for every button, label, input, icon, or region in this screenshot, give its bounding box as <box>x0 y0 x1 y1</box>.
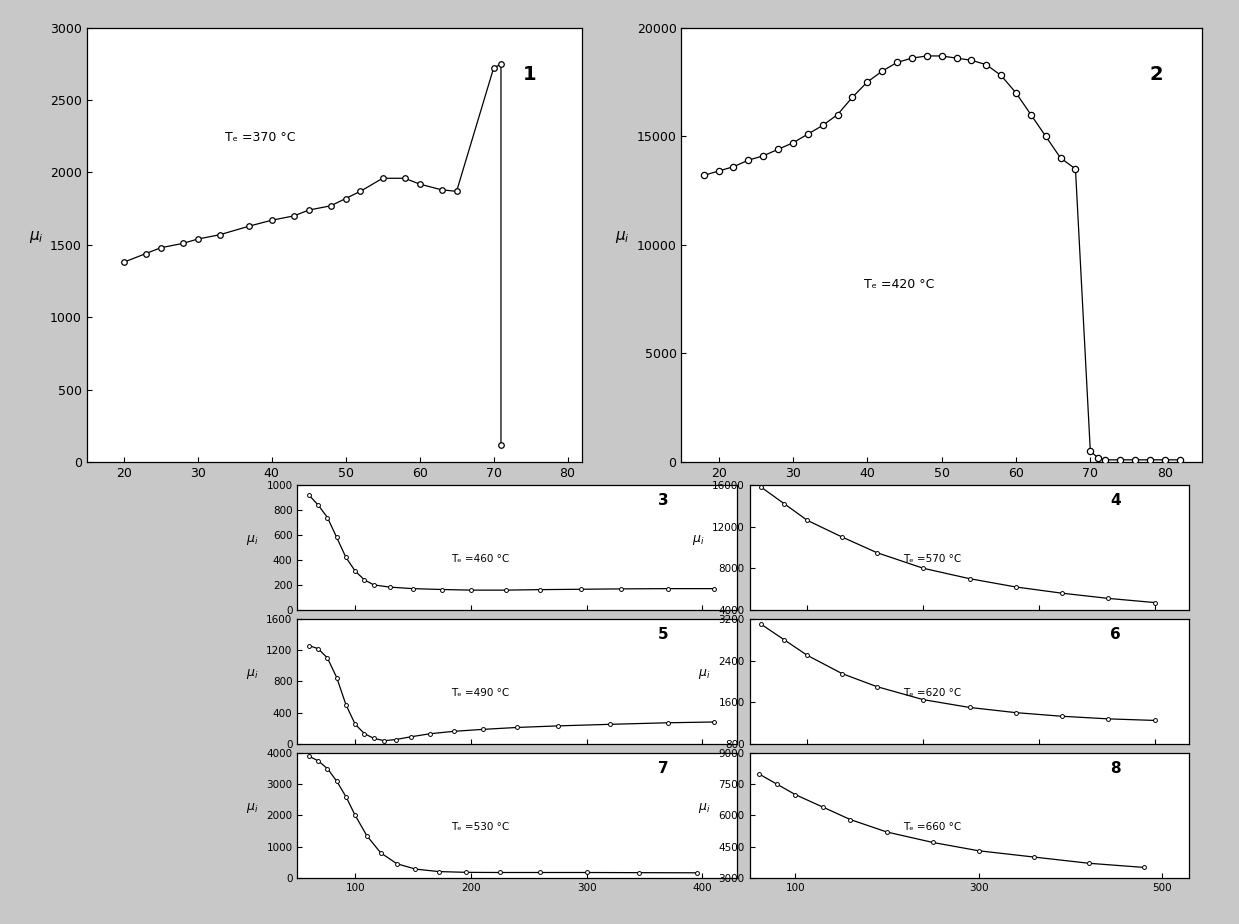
Text: 8: 8 <box>1110 761 1121 776</box>
Y-axis label: $\mu_i$: $\mu_i$ <box>28 229 43 245</box>
Y-axis label: $\mu_i$: $\mu_i$ <box>247 667 259 682</box>
X-axis label: T /°C: T /°C <box>317 485 352 499</box>
Y-axis label: $\mu_i$: $\mu_i$ <box>247 801 259 816</box>
Text: 4: 4 <box>1110 493 1121 508</box>
Text: 6: 6 <box>1110 627 1121 642</box>
Y-axis label: $\mu_i$: $\mu_i$ <box>247 533 259 547</box>
Text: 3: 3 <box>658 493 669 508</box>
X-axis label: T /°C: T /°C <box>924 485 959 499</box>
Text: Tₑ =530 °C: Tₑ =530 °C <box>451 822 509 833</box>
Text: Tₑ =660 °C: Tₑ =660 °C <box>903 822 961 833</box>
Y-axis label: $\mu_i$: $\mu_i$ <box>699 801 711 816</box>
Text: Tₑ =620 °C: Tₑ =620 °C <box>903 688 961 699</box>
Text: Tₑ =460 °C: Tₑ =460 °C <box>451 554 509 565</box>
Text: 2: 2 <box>1150 65 1163 84</box>
Text: 7: 7 <box>658 761 669 776</box>
Text: Tₑ =490 °C: Tₑ =490 °C <box>451 688 509 699</box>
Text: 1: 1 <box>523 65 536 84</box>
Text: Tₑ =570 °C: Tₑ =570 °C <box>903 554 961 565</box>
Text: Tₑ =370 °C: Tₑ =370 °C <box>225 130 296 143</box>
Y-axis label: $\mu_i$: $\mu_i$ <box>616 229 631 245</box>
Y-axis label: $\mu_i$: $\mu_i$ <box>691 533 704 547</box>
Y-axis label: $\mu_i$: $\mu_i$ <box>699 667 711 682</box>
Text: 5: 5 <box>658 627 669 642</box>
Text: Tₑ =420 °C: Tₑ =420 °C <box>864 278 934 291</box>
